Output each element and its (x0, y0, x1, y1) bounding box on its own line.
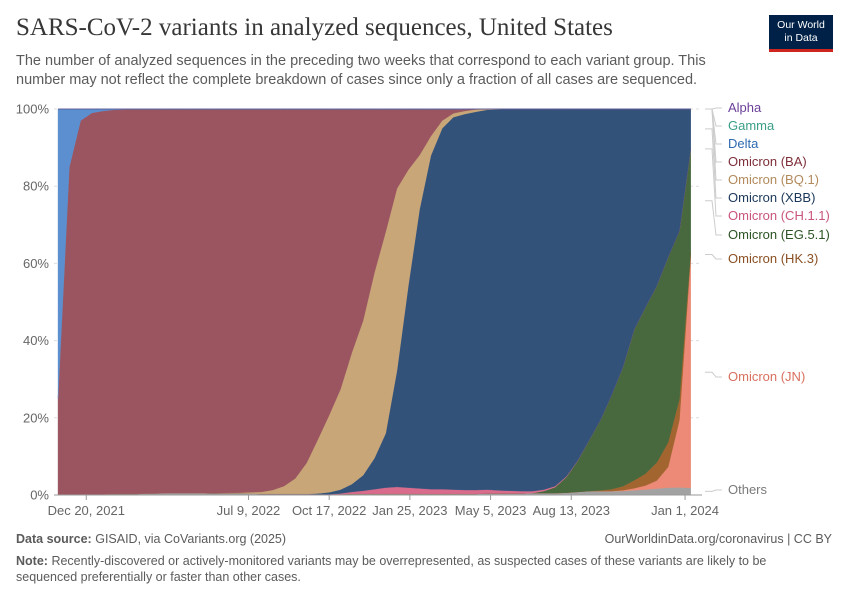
logo-line-1: Our World (777, 19, 825, 31)
legend-label-omicron-ba[interactable]: Omicron (BA) (728, 154, 807, 169)
legend-connector-omicron-bq-1 (705, 108, 722, 181)
y-tick-label: 0% (30, 488, 49, 503)
legend-label-omicron-eg-5-1[interactable]: Omicron (EG.5.1) (728, 227, 830, 242)
legend-label-others[interactable]: Others (728, 482, 768, 497)
x-tick-label: Jan 1, 2024 (651, 503, 719, 518)
legend-label-omicron-ch-1-1[interactable]: Omicron (CH.1.1) (728, 208, 830, 223)
legend-label-omicron-hk-3[interactable]: Omicron (HK.3) (728, 251, 818, 266)
x-tick-label: Jul 9, 2022 (217, 503, 281, 518)
legend-connector-omicron-xbb (705, 128, 722, 199)
chart-title: SARS-CoV-2 variants in analyzed sequence… (16, 14, 613, 41)
legend-label-delta[interactable]: Delta (728, 136, 759, 151)
x-tick-label: Oct 17, 2022 (292, 503, 366, 518)
area-series (57, 108, 691, 496)
legend-connector-omicron-jn (705, 371, 722, 378)
legend-label-omicron-bq-1[interactable]: Omicron (BQ.1) (728, 172, 819, 187)
note-text: Recently-discovered or actively-monitore… (16, 554, 767, 584)
logo-line-2: in Data (784, 32, 818, 44)
x-tick-label: Jan 25, 2023 (372, 503, 447, 518)
legend-label-omicron-xbb[interactable]: Omicron (XBB) (728, 190, 815, 205)
legend-label-omicron-jn[interactable]: Omicron (JN) (728, 369, 805, 384)
x-tick-label: May 5, 2023 (455, 503, 527, 518)
y-tick-label: 100% (16, 102, 50, 117)
legend-connector-others (705, 489, 722, 492)
legend-connector-omicron-eg-5-1 (705, 200, 722, 236)
y-tick-label: 40% (23, 333, 49, 348)
y-tick-label: 60% (23, 256, 49, 271)
legend-connector-omicron-hk-3 (705, 254, 722, 260)
y-tick-label: 20% (23, 410, 49, 425)
owid-logo[interactable]: Our World in Data (769, 15, 833, 52)
axes: 0% 20% 40% 60% 80% 100% Dec 20, 2021 Jul 9, 202… (16, 102, 719, 519)
x-tick-label: Aug 13, 2023 (533, 503, 610, 518)
legend[interactable]: Alpha Gamma Delta Omicron (BA) Omicron (BQ.1… (705, 100, 830, 497)
legend-label-alpha[interactable]: Alpha (728, 100, 762, 115)
y-tick-label: 80% (23, 179, 49, 194)
chart-subtitle: The number of analyzed sequences in the … (16, 53, 706, 88)
footer-url[interactable]: OurWorldinData.org/coronavirus | CC BY (604, 532, 832, 546)
data-source: Data source: GISAID, via CoVariants.org … (16, 532, 286, 546)
note-label: Note: (16, 554, 48, 568)
legend-label-gamma[interactable]: Gamma (728, 118, 775, 133)
footer-note: Note: Recently-discovered or actively-mo… (16, 553, 816, 585)
data-source-label: Data source: (16, 532, 92, 546)
data-source-text[interactable]: GISAID, via CoVariants.org (2025) (95, 532, 287, 546)
legend-connector-omicron-ch-1-1 (705, 148, 722, 217)
x-tick-label: Dec 20, 2021 (48, 503, 125, 518)
